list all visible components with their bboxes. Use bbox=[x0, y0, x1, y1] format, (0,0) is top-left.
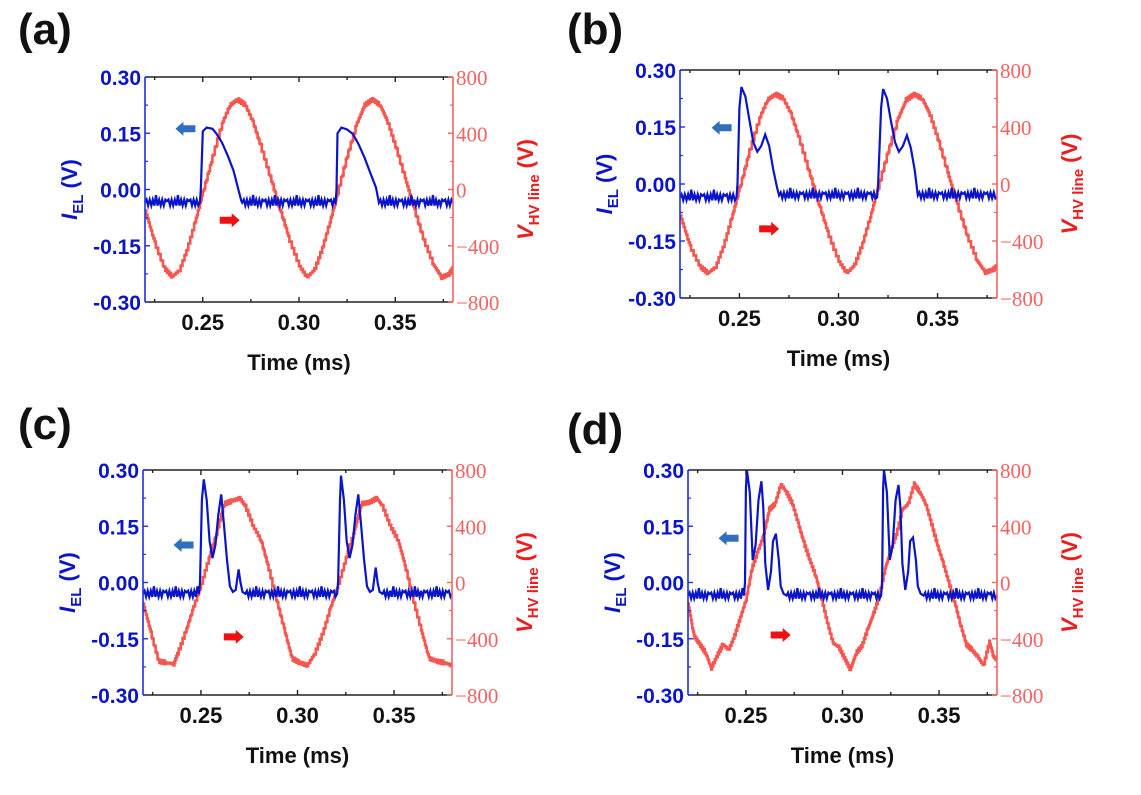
x-tick-label: 0.35 bbox=[916, 306, 959, 331]
right-tick-label: 400 bbox=[1000, 116, 1032, 140]
left-tick-label: 0.00 bbox=[98, 573, 139, 596]
right-tick-label: 800 bbox=[456, 66, 488, 90]
right-tick-label: −800 bbox=[455, 684, 498, 708]
right-y-axis-label: VHV line (V) bbox=[513, 139, 543, 240]
right-tick-label: 0 bbox=[456, 179, 467, 203]
voltage-trace bbox=[680, 91, 997, 276]
x-tick-label: 0.35 bbox=[374, 310, 417, 335]
left-tick-label: -0.30 bbox=[93, 292, 141, 315]
left-tick-label: -0.15 bbox=[91, 629, 139, 652]
x-tick-label: 0.25 bbox=[181, 310, 224, 335]
right-tick-label: 0 bbox=[1000, 572, 1011, 596]
left-tick-label: 0.00 bbox=[635, 174, 676, 197]
right-tick-label: 400 bbox=[455, 515, 487, 539]
left-axis-arrow-icon bbox=[173, 538, 194, 552]
voltage-trace bbox=[688, 481, 997, 672]
left-tick-label: -0.30 bbox=[628, 288, 676, 311]
right-tick-label: 400 bbox=[456, 122, 488, 146]
panel-label: (c) bbox=[18, 400, 72, 449]
right-tick-label: 400 bbox=[1000, 515, 1032, 539]
left-y-axis-label: IEL (V) bbox=[57, 159, 87, 220]
right-tick-label: −800 bbox=[1000, 684, 1043, 708]
right-y-axis-label: VHV line (V) bbox=[1057, 134, 1087, 235]
x-tick-label: 0.30 bbox=[817, 306, 860, 331]
x-tick-label: 0.35 bbox=[373, 703, 416, 728]
right-tick-label: 800 bbox=[455, 459, 487, 483]
panel-label: (b) bbox=[567, 5, 624, 54]
left-y-axis-label: IEL (V) bbox=[592, 154, 622, 215]
panel-c: 0.25 0.30 0.35 0.30 0.15 0.00 -0.15 -0.30 800 400… bbox=[55, 459, 542, 768]
left-tick-label: 0.15 bbox=[98, 516, 139, 539]
voltage-trace bbox=[145, 97, 453, 281]
right-y-axis-label: VHV line (V) bbox=[1057, 532, 1087, 633]
right-tick-label: 0 bbox=[455, 572, 466, 596]
right-tick-label: 800 bbox=[1000, 59, 1032, 83]
right-tick-label: 0 bbox=[1000, 173, 1011, 197]
right-tick-label: −800 bbox=[1000, 287, 1043, 311]
x-tick-label: 0.30 bbox=[821, 703, 864, 728]
left-tick-label: 0.15 bbox=[635, 117, 676, 140]
left-tick-label: 0.30 bbox=[635, 60, 676, 83]
right-axis-arrow-icon bbox=[223, 629, 244, 644]
left-tick-label: 0.15 bbox=[100, 123, 141, 146]
left-axis-arrow-icon bbox=[718, 531, 739, 546]
x-axis-label: Time (ms) bbox=[246, 743, 350, 768]
right-axis-arrow-icon bbox=[219, 213, 240, 228]
left-tick-label: 0.00 bbox=[100, 180, 141, 203]
current-trace bbox=[680, 86, 997, 205]
voltage-trace bbox=[143, 495, 452, 668]
right-tick-label: −800 bbox=[456, 291, 499, 315]
left-tick-label: -0.15 bbox=[636, 629, 684, 652]
current-trace bbox=[688, 469, 997, 603]
right-tick-label: −400 bbox=[455, 628, 498, 652]
left-tick-label: 0.30 bbox=[100, 67, 141, 90]
right-axis-arrow-icon bbox=[759, 221, 780, 236]
panel-label: (a) bbox=[18, 5, 72, 54]
left-y-axis-label: IEL (V) bbox=[600, 552, 630, 613]
left-tick-label: -0.15 bbox=[628, 231, 676, 254]
panel-b: 0.25 0.30 0.35 0.30 0.15 0.00 -0.15 -0.30 800 400… bbox=[592, 59, 1087, 371]
left-tick-label: 0.15 bbox=[643, 516, 684, 539]
left-y-axis-label: IEL (V) bbox=[55, 552, 85, 613]
x-tick-label: 0.25 bbox=[180, 703, 223, 728]
right-tick-label: 800 bbox=[1000, 459, 1032, 483]
x-tick-label: 0.30 bbox=[276, 703, 319, 728]
current-trace bbox=[143, 475, 452, 602]
x-axis-label: Time (ms) bbox=[247, 350, 351, 375]
current-trace bbox=[145, 126, 453, 210]
left-tick-label: 0.00 bbox=[643, 573, 684, 596]
x-axis-label: Time (ms) bbox=[791, 743, 895, 768]
x-tick-label: 0.25 bbox=[725, 703, 768, 728]
panel-label: (d) bbox=[567, 405, 624, 454]
left-axis-arrow-icon bbox=[175, 121, 196, 136]
right-y-axis-label: VHV line (V) bbox=[512, 532, 542, 633]
panel-a: 0.25 0.30 0.35 0.30 0.15 0.00 -0.15 -0.30 800 400… bbox=[57, 66, 543, 375]
left-axis-arrow-icon bbox=[711, 120, 732, 135]
right-tick-label: −400 bbox=[1000, 628, 1043, 652]
x-tick-label: 0.25 bbox=[718, 306, 761, 331]
x-tick-label: 0.35 bbox=[918, 703, 961, 728]
left-tick-label: 0.30 bbox=[643, 460, 684, 483]
right-tick-label: −400 bbox=[456, 235, 499, 259]
x-axis-label: Time (ms) bbox=[787, 346, 891, 371]
left-tick-label: 0.30 bbox=[98, 460, 139, 483]
x-tick-label: 0.30 bbox=[278, 310, 321, 335]
left-tick-label: -0.30 bbox=[91, 685, 139, 708]
right-axis-arrow-icon bbox=[770, 628, 791, 642]
left-tick-label: -0.30 bbox=[636, 685, 684, 708]
right-tick-label: −400 bbox=[1000, 230, 1043, 254]
left-tick-label: -0.15 bbox=[93, 236, 141, 259]
panel-d: 0.25 0.30 0.35 0.30 0.15 0.00 -0.15 -0.30 800 400… bbox=[600, 459, 1087, 768]
